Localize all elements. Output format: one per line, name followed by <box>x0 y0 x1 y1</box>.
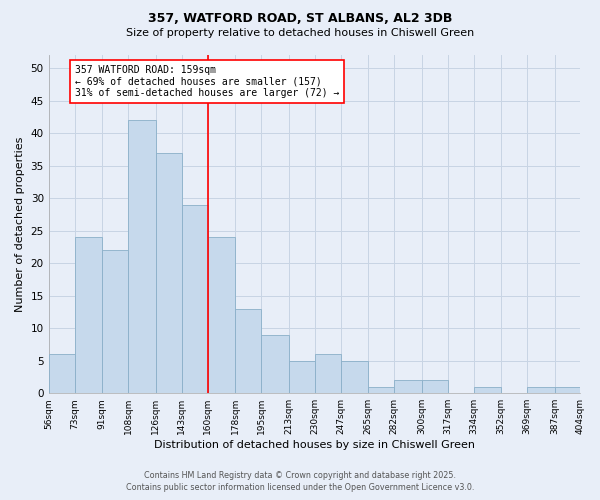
Bar <box>208 237 235 393</box>
Bar <box>49 354 74 393</box>
Bar <box>394 380 422 393</box>
Text: 357, WATFORD ROAD, ST ALBANS, AL2 3DB: 357, WATFORD ROAD, ST ALBANS, AL2 3DB <box>148 12 452 26</box>
Bar <box>182 204 208 393</box>
Bar <box>527 386 554 393</box>
Bar <box>261 334 289 393</box>
X-axis label: Distribution of detached houses by size in Chiswell Green: Distribution of detached houses by size … <box>154 440 475 450</box>
Bar <box>102 250 128 393</box>
Bar <box>74 237 102 393</box>
Bar <box>473 386 501 393</box>
Text: Size of property relative to detached houses in Chiswell Green: Size of property relative to detached ho… <box>126 28 474 38</box>
Bar <box>422 380 448 393</box>
Text: 357 WATFORD ROAD: 159sqm
← 69% of detached houses are smaller (157)
31% of semi-: 357 WATFORD ROAD: 159sqm ← 69% of detach… <box>74 65 339 98</box>
Bar <box>235 308 261 393</box>
Bar <box>554 386 580 393</box>
Bar <box>289 360 314 393</box>
Bar <box>314 354 341 393</box>
Bar <box>368 386 394 393</box>
Text: Contains HM Land Registry data © Crown copyright and database right 2025.
Contai: Contains HM Land Registry data © Crown c… <box>126 471 474 492</box>
Y-axis label: Number of detached properties: Number of detached properties <box>15 136 25 312</box>
Bar <box>341 360 368 393</box>
Bar <box>128 120 155 393</box>
Bar <box>155 152 182 393</box>
